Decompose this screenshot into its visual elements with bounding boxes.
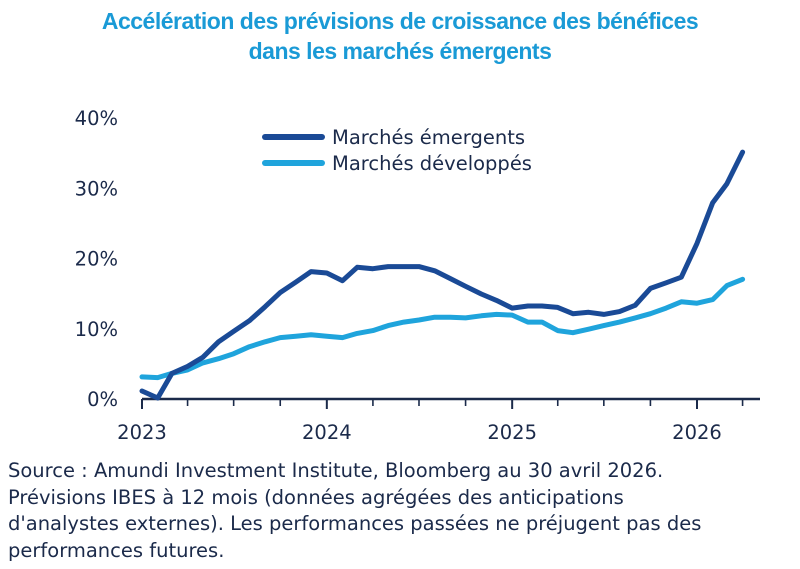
- x-tick-label: 2025: [487, 421, 537, 444]
- chart-title-line-1: Accélération des prévisions de croissanc…: [101, 8, 699, 34]
- series-line-developed: [139, 276, 746, 381]
- series-line-emerging: [139, 149, 746, 401]
- x-tick-label: 2023: [117, 421, 167, 444]
- y-tick-label: 30%: [75, 177, 118, 200]
- legend-label-emerging: Marchés émergents: [332, 126, 525, 149]
- y-tick-label: 40%: [75, 107, 118, 130]
- x-tick-label: 2026: [672, 421, 722, 444]
- chart-title-line-2: dans les marchés émergents: [248, 38, 552, 64]
- source-note-line-1: Source : Amundi Investment Institute, Bl…: [8, 459, 664, 482]
- source-note-line-4: performances futures.: [8, 538, 225, 562]
- y-tick-label: 0%: [87, 388, 118, 411]
- x-tick-label: 2024: [302, 421, 352, 444]
- chart-title: Accélération des prévisions de croissanc…: [0, 6, 800, 66]
- source-note-line-3: d'analystes externes). Les performances …: [8, 512, 702, 535]
- line-chart: 0% 10% 20% 30% 40% 2023 2024 2025 2026 Marchés ém…: [75, 107, 760, 444]
- y-tick-label: 20%: [75, 248, 118, 271]
- source-note: Source : Amundi Investment Institute, Bl…: [8, 458, 794, 564]
- y-tick-label: 10%: [75, 318, 118, 341]
- legend-label-developed: Marchés développés: [332, 152, 532, 175]
- source-note-line-2: Prévisions IBES à 12 mois (données agrég…: [8, 485, 624, 509]
